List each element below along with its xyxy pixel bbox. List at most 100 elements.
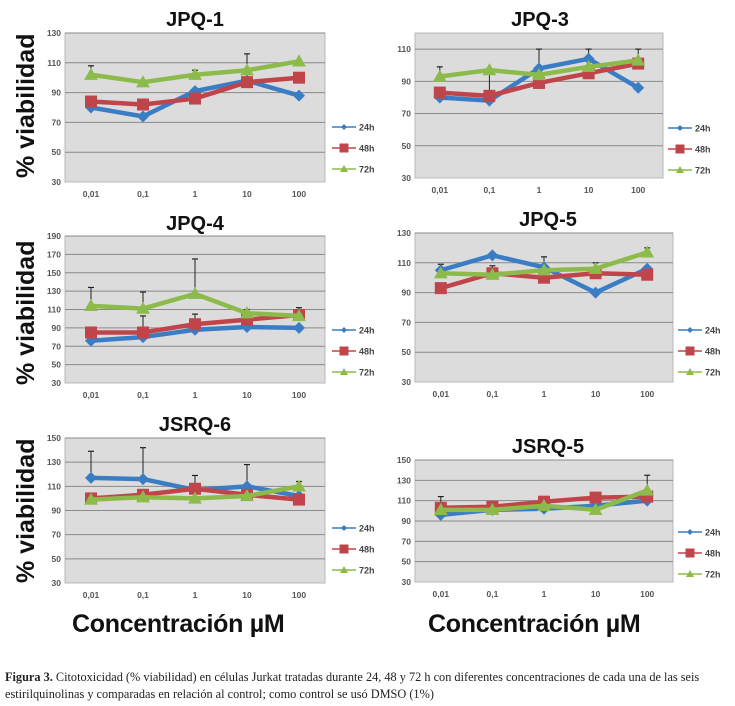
- chart-jpq-3-point-48h: [483, 89, 496, 102]
- chart-jpq-4-y-tick-label: 130: [47, 286, 61, 296]
- chart-jpq-4-y-tick-label: 190: [47, 231, 61, 241]
- chart-jpq-1-point-72h: [84, 67, 98, 80]
- chart-jsrq-6-point-24h: [85, 471, 97, 484]
- chart-jsrq-6-point-72h: [292, 479, 306, 492]
- chart-jsrq-6-title: JSRQ-6: [159, 414, 231, 436]
- chart-jpq-1-point-72h: [136, 75, 150, 88]
- chart-jpq-4-point-72h: [84, 298, 98, 311]
- chart-jpq-4-y-tick-label: 90: [52, 323, 62, 333]
- chart-jsrq-6-x-tick-label: 10: [242, 590, 252, 600]
- chart-jpq-3-point-24h: [632, 81, 645, 94]
- chart-jsrq-6-y-tick-label: 50: [52, 554, 62, 564]
- chart-jpq-4-title: JPQ-4: [166, 213, 225, 235]
- chart-jsrq-6-point-72h: [84, 492, 98, 505]
- y-axis-label-row2: % viabilidad: [12, 240, 40, 385]
- chart-jpq-4-point-48h: [189, 318, 201, 331]
- chart-jpq-5-point-72h: [485, 267, 500, 280]
- chart-jsrq-5-y-tick-label: 130: [397, 475, 411, 485]
- chart-jpq-4-x-tick-label: 0,1: [137, 390, 149, 400]
- chart-jpq-4-point-72h: [136, 301, 150, 314]
- chart-jpq-3-x-tick-label: 0,1: [483, 185, 495, 195]
- caption-label: Figura 3.: [5, 670, 53, 684]
- chart-jsrq-5-legend-label-48h: 48h: [705, 549, 721, 559]
- chart-jpq-4-y-tick-label: 150: [47, 268, 61, 278]
- chart-jpq-5-x-tick-label: 10: [591, 389, 601, 399]
- y-axis-label-row3: % viabilidad: [12, 438, 40, 583]
- chart-jpq-4-legend-label-72h: 72h: [359, 368, 375, 378]
- chart-jpq-4-point-72h: [292, 309, 306, 322]
- chart-jsrq-6-point-48h: [189, 482, 201, 495]
- chart-jsrq-6-legend-marker-48h: [339, 544, 349, 554]
- chart-jpq-4-x-tick-label: 10: [242, 390, 252, 400]
- chart-jpq-4-x-tick-label: 100: [292, 390, 306, 400]
- chart-jpq-5-y-tick-label: 70: [402, 317, 412, 327]
- figure-caption: Figura 3. Citotoxicidad (% viabilidad) e…: [5, 669, 733, 703]
- chart-jpq-1-x-tick-label: 1: [193, 189, 198, 199]
- chart-jpq-3-point-72h: [532, 67, 546, 81]
- chart-jpq-3-y-tick-label: 70: [402, 109, 412, 119]
- chart-jsrq-5-title: JSRQ-5: [512, 436, 584, 458]
- chart-jpq-1-y-tick-label: 90: [52, 88, 62, 98]
- chart-jpq-1-point-48h: [189, 92, 201, 105]
- chart-jsrq-6-y-tick-label: 110: [47, 481, 61, 491]
- chart-jpq-1-point-48h: [85, 95, 97, 108]
- chart-jsrq-6-legend-marker-72h: [339, 565, 349, 574]
- chart-jpq-1-title: JPQ-1: [166, 9, 224, 31]
- chart-jsrq-5-x-tick-label: 1: [542, 589, 547, 599]
- chart-jpq-5-x-tick-label: 0,1: [486, 389, 498, 399]
- chart-jpq-4-legend-label-24h: 24h: [359, 326, 375, 336]
- chart-jpq-1-point-72h: [292, 54, 306, 67]
- chart-jsrq-6-y-tick-label: 150: [47, 433, 61, 443]
- chart-jpq-3-legend-label-48h: 48h: [695, 145, 711, 155]
- chart-jsrq-5-y-tick-label: 90: [402, 516, 412, 526]
- chart-jsrq-5-point-72h: [485, 502, 500, 515]
- chart-jpq-5-point-72h: [640, 245, 655, 258]
- chart-jpq-5-legend-marker-72h: [685, 367, 695, 376]
- chart-jpq-5-point-48h: [434, 282, 447, 295]
- chart-jsrq-6-legend-label-48h: 48h: [359, 545, 375, 555]
- chart-jsrq-6-x-tick-label: 0,1: [137, 590, 149, 600]
- chart-jpq-1-x-tick-label: 100: [292, 189, 306, 199]
- chart-jpq-4-point-24h: [293, 321, 305, 334]
- chart-jpq-3-legend-marker-24h: [677, 125, 683, 131]
- chart-jpq-3-y-tick-label: 30: [402, 173, 412, 183]
- chart-jpq-5-point-48h: [641, 268, 654, 281]
- chart-jsrq-6-point-72h: [240, 489, 254, 502]
- chart-jsrq-5-legend-marker-48h: [685, 548, 695, 558]
- chart-jpq-5-point-72h: [537, 263, 551, 276]
- chart-jpq-3-legend-label-72h: 72h: [695, 166, 711, 176]
- caption-text: Citotoxicidad (% viabilidad) en células …: [5, 670, 700, 701]
- chart-jsrq-6-legend-marker-24h: [341, 525, 347, 531]
- chart-jpq-5-title: JPQ-5: [519, 209, 577, 231]
- chart-jsrq-6-x-tick-label: 100: [292, 590, 306, 600]
- chart-jpq-1-plot-area: [64, 32, 326, 183]
- chart-jpq-4-point-48h: [85, 326, 97, 339]
- chart-jsrq-5-y-tick-label: 50: [402, 557, 412, 567]
- chart-jpq-4-point-72h: [240, 306, 254, 319]
- chart-jsrq-5-point-72h: [640, 483, 655, 496]
- chart-jpq-4-y-tick-label: 170: [47, 249, 61, 259]
- chart-jpq-1-legend-label-72h: 72h: [359, 165, 375, 175]
- chart-jsrq-5-legend-label-24h: 24h: [705, 528, 721, 538]
- chart-jpq-5-legend-label-48h: 48h: [705, 347, 721, 357]
- chart-jpq-4-y-tick-label: 110: [47, 305, 61, 315]
- chart-jpq-1-y-tick-label: 70: [52, 117, 62, 127]
- chart-jpq-4-x-tick-label: 0,01: [83, 390, 100, 400]
- chart-jpq-3-y-tick-label: 90: [402, 76, 412, 86]
- chart-jpq-4-point-72h: [188, 286, 202, 300]
- chart-jsrq-6-point-72h: [136, 490, 150, 503]
- chart-jsrq-5-legend-marker-24h: [687, 529, 693, 535]
- chart-jpq-4-legend-label-48h: 48h: [359, 347, 375, 357]
- chart-jsrq-5-x-tick-label: 0,1: [486, 589, 498, 599]
- chart-jsrq-5-y-tick-label: 70: [402, 536, 412, 546]
- chart-jsrq-5-point-72h: [588, 502, 603, 515]
- chart-jpq-5-point-24h: [589, 286, 602, 299]
- chart-jpq-5-y-tick-label: 110: [397, 258, 411, 268]
- chart-jpq-3-title: JPQ-3: [511, 9, 569, 31]
- chart-jsrq-6-y-tick-label: 30: [52, 578, 62, 588]
- chart-jpq-5-legend-marker-24h: [687, 327, 693, 333]
- chart-jpq-5-x-tick-label: 1: [542, 389, 547, 399]
- chart-jsrq-5-y-tick-label: 150: [397, 455, 411, 465]
- chart-jsrq-5-x-tick-label: 0,01: [433, 589, 450, 599]
